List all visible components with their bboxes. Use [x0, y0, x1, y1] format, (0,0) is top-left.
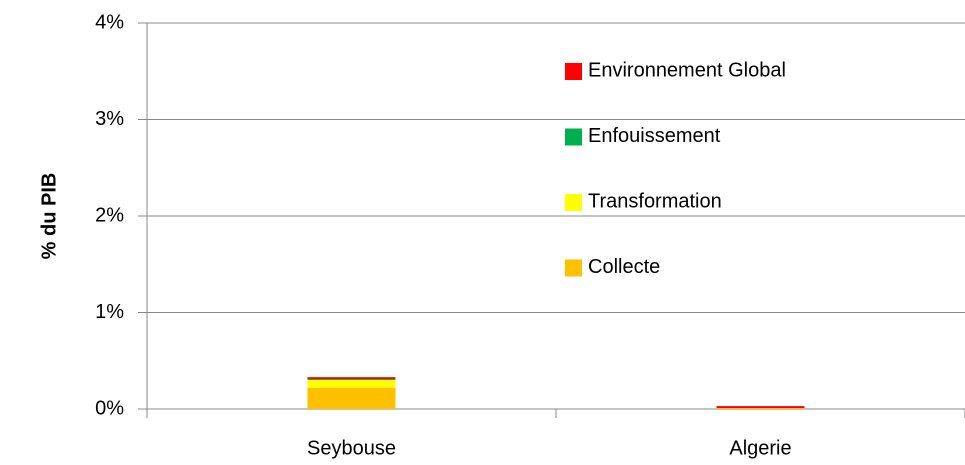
- legend-label: Transformation: [588, 190, 722, 212]
- bar-segment: [716, 408, 805, 409]
- bar-segment: [307, 377, 396, 380]
- x-tick-label: Algerie: [729, 437, 791, 459]
- y-tick-label: 2%: [95, 204, 124, 226]
- legend-label: Collecte: [588, 256, 660, 278]
- legend-swatch: [565, 259, 582, 277]
- y-tick-label: 1%: [95, 301, 124, 323]
- legend-swatch: [565, 128, 582, 146]
- y-axis-label: % du PIB: [38, 173, 60, 260]
- legend-swatch: [565, 63, 582, 80]
- bar-segment: [307, 380, 396, 388]
- legend-label: Enfouissement: [588, 125, 721, 147]
- legend-label: Environnement Global: [588, 59, 786, 81]
- legend-swatch: [565, 194, 582, 211]
- bar-segment: [307, 387, 396, 409]
- y-tick-label: 4%: [95, 11, 124, 33]
- y-tick-label: 0%: [95, 397, 124, 419]
- bar-segment: [716, 406, 805, 409]
- x-tick-label: Seybouse: [307, 437, 396, 459]
- y-tick-label: 3%: [95, 108, 124, 130]
- bar-segment: [307, 379, 396, 381]
